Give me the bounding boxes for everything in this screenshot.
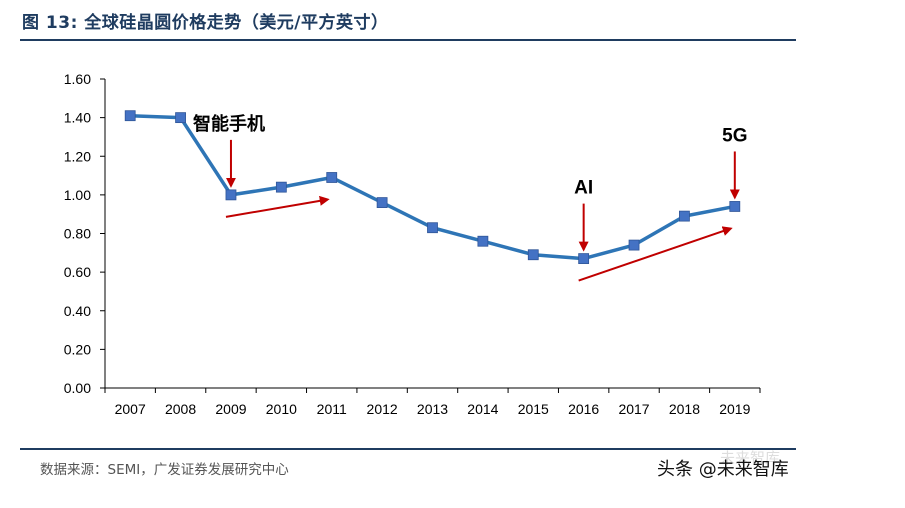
x-tick-label: 2011 — [317, 401, 347, 417]
y-tick-label: 0.00 — [64, 380, 91, 396]
data-point — [628, 239, 640, 251]
y-tick-label: 1.00 — [64, 187, 91, 203]
x-tick-label: 2007 — [115, 401, 146, 417]
y-tick-label: 1.20 — [64, 148, 91, 164]
x-axis-ticks: 2007 2008 2009 2010 2011 2012 2013 2014 2015 2016… — [104, 388, 761, 417]
data-point — [275, 181, 287, 193]
data-point — [124, 110, 136, 122]
data-point — [477, 235, 489, 247]
data-point — [527, 249, 539, 261]
data-point — [729, 201, 741, 212]
y-tick-label: 0.20 — [64, 341, 91, 357]
data-source-note: 数据来源：SEMI，广发证券发展研究中心 — [40, 462, 289, 478]
y-axis-ticks: 0.00 0.20 0.40 0.60 0.80 1.00 1.20 1.40 1.60 — [64, 71, 105, 396]
watermark-faint: 未来智库 — [720, 449, 781, 467]
data-point — [326, 172, 338, 183]
annotation-label: 5G — [722, 125, 747, 146]
x-tick-label: 2012 — [367, 401, 398, 417]
data-point — [376, 197, 388, 209]
series-group — [124, 110, 741, 265]
data-point — [679, 210, 690, 222]
x-tick-label: 2009 — [215, 401, 246, 417]
x-tick-label: 2015 — [518, 401, 549, 417]
y-tick-label: 0.40 — [64, 303, 91, 319]
x-tick-label: 2010 — [266, 401, 297, 417]
annotation-label: AI — [574, 178, 593, 199]
watermark: 头条 @未来智库 — [657, 459, 789, 480]
x-tick-label: 2017 — [618, 401, 649, 417]
y-tick-label: 1.60 — [64, 71, 91, 87]
data-point — [578, 253, 590, 265]
line-chart: 0.00 0.20 0.40 0.60 0.80 1.00 1.20 1.40 1.60 200… — [64, 71, 761, 417]
trend-arrow — [225, 195, 330, 218]
footer-divider — [20, 448, 796, 450]
x-tick-label: 2018 — [669, 401, 700, 417]
header-divider — [20, 39, 796, 41]
x-tick-label: 2013 — [417, 401, 448, 417]
x-tick-label: 2016 — [568, 401, 599, 417]
y-tick-label: 1.40 — [64, 110, 91, 126]
x-tick-label: 2019 — [719, 401, 750, 417]
annotation-labels: 智能手机 AI 5G — [193, 113, 748, 199]
data-point — [225, 189, 237, 201]
y-tick-label: 0.80 — [64, 226, 91, 242]
trend-arrow — [578, 226, 733, 282]
annotation-arrows — [225, 139, 740, 282]
x-tick-label: 2008 — [165, 401, 196, 417]
data-point — [175, 112, 186, 124]
annotation-label: 智能手机 — [193, 113, 265, 135]
y-tick-label: 0.60 — [64, 264, 91, 280]
data-point — [427, 222, 438, 234]
series-line — [130, 113, 736, 261]
x-tick-label: 2014 — [467, 401, 498, 417]
figure-title: 图 13: 全球硅晶圆价格走势（美元/平方英寸） — [22, 13, 389, 33]
